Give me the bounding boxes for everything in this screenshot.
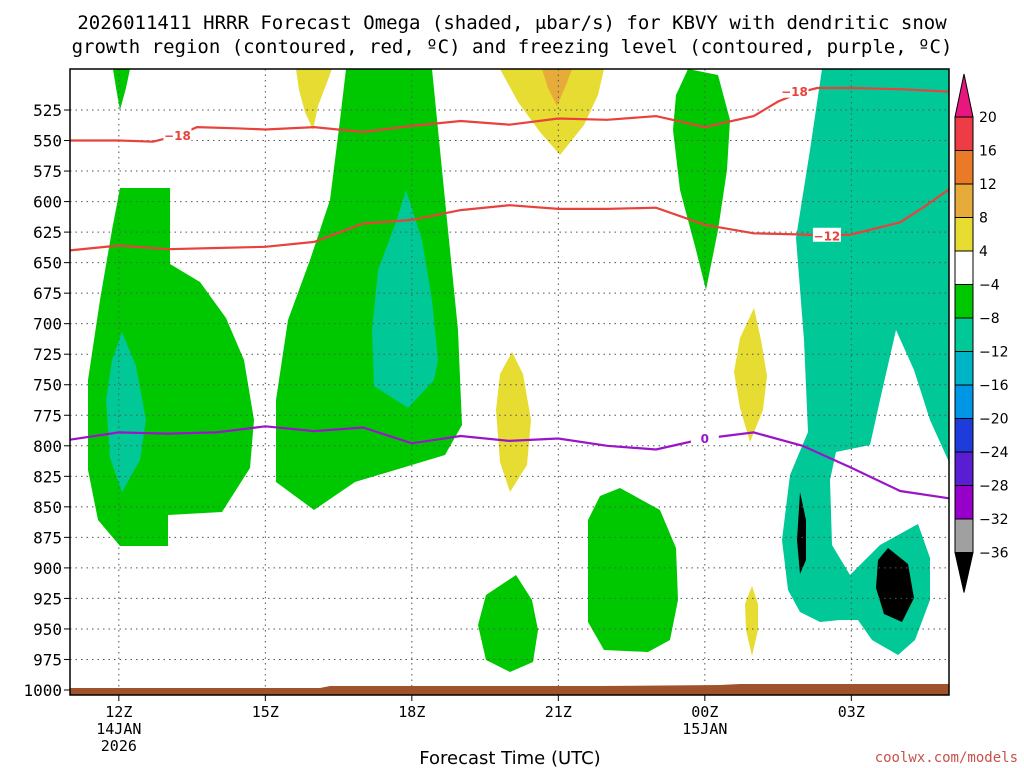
credit-text: coolwx.com/models [875, 750, 1018, 766]
colorbar: 20 16 12 8 4 −4 −8 −12 −16 −20 −24 −28 −32 −36 [954, 73, 1009, 593]
omega-region-positive-4 [496, 352, 531, 492]
omega-region-negative-12 [834, 69, 949, 390]
freezing-level-contour [69, 425, 950, 500]
omega-region-negative-14 [797, 492, 806, 574]
omega-region-negative-6 [407, 314, 413, 342]
colorbar-segment [954, 418, 974, 453]
colorbar-segment [954, 317, 974, 352]
x-tick-label: 00Z [691, 703, 718, 721]
y-tick-label: 625 [33, 223, 62, 242]
y-tick-label: 900 [33, 559, 62, 578]
y-tick-label: 925 [33, 589, 62, 608]
colorbar-tick-label: 20 [979, 110, 997, 126]
colorbar-segment [954, 183, 974, 218]
colorbar-tick-label: −8 [979, 311, 1000, 327]
dgz-contour-1-label2-bg [780, 83, 809, 98]
colorbar-tick-label: −36 [979, 546, 1009, 562]
y-tick-label: 1000 [23, 681, 62, 700]
x-tick-label: 15JAN [682, 720, 727, 738]
y-tick-label: 750 [33, 376, 62, 395]
y-tick-label: 525 [33, 101, 62, 120]
ground-surface [70, 684, 949, 695]
y-tick-label: 575 [33, 162, 62, 181]
y-tick-label: 950 [33, 620, 62, 639]
omega-region-negative-3 [106, 332, 146, 492]
y-tick-label: 875 [33, 528, 62, 547]
colorbar-segment [954, 116, 974, 151]
x-tick-label: 15Z [252, 703, 279, 721]
y-tick-label: 850 [33, 498, 62, 517]
omega-region-negative-7 [306, 390, 324, 452]
colorbar-tick-label: −16 [979, 378, 1009, 394]
colorbar-segment [954, 150, 974, 185]
x-tick-label: 18Z [398, 703, 425, 721]
dgz-contour-2-label-bg [812, 227, 841, 242]
x-axis-title: Forecast Time (UTC) [419, 748, 600, 768]
y-tick-label: 725 [33, 345, 62, 364]
colorbar-tick-label: 8 [979, 211, 988, 227]
y-tick-label: 775 [33, 406, 62, 425]
dgz-contour-1-label: −18 [164, 129, 191, 143]
colorbar-segment [954, 217, 974, 252]
dgz-contour-2-label: −12 [814, 229, 841, 243]
omega-region-positive-2 [500, 69, 604, 155]
colorbar-segment [954, 351, 974, 386]
x-tick-label: 2026 [101, 737, 137, 755]
colorbar-tick-label: −24 [979, 445, 1009, 461]
dgz-contour-1-label2: −18 [781, 85, 808, 99]
colorbar-tick-label: 12 [979, 177, 997, 193]
y-tick-label: 800 [33, 437, 62, 456]
omega-region-positive-5 [734, 308, 767, 442]
freezing-level-contour-label-bg [690, 430, 719, 445]
x-tick-label: 12Z [105, 703, 132, 721]
y-tick-label: 700 [33, 315, 62, 334]
omega-region-negative-5 [372, 190, 438, 408]
chart-title-line2: growth region (contoured, red, ºC) and f… [72, 36, 953, 58]
omega-region-negative-13 [876, 548, 914, 622]
colorbar-bottom-arrow [954, 552, 974, 593]
colorbar-tick-label: −28 [979, 479, 1009, 495]
y-tick-label: 825 [33, 467, 62, 486]
colorbar-segment [954, 485, 974, 520]
colorbar-segment [954, 250, 974, 285]
colorbar-segment [954, 451, 974, 486]
x-tick-label: 14JAN [96, 720, 141, 738]
colorbar-tick-label: 16 [979, 144, 997, 160]
dgz-contour-2 [69, 188, 950, 252]
contour-lines: −18 −18 −12 0 [69, 83, 950, 500]
plot-frame [69, 68, 950, 696]
colorbar-top-arrow [954, 73, 974, 118]
y-tick-label: 550 [33, 132, 62, 151]
colorbar-tick-label: 4 [979, 244, 988, 260]
y-tick-label: 975 [33, 650, 62, 669]
freezing-level-contour-label: 0 [701, 432, 709, 446]
plot-area: −18 −18 −12 0 [69, 68, 950, 696]
omega-region-positive-1 [296, 69, 332, 130]
colorbar-tick-label: −12 [979, 345, 1009, 361]
chart-title-line1: 2026011411 HRRR Forecast Omega (shaded, … [77, 12, 947, 34]
dgz-contour-1-label-bg [163, 127, 192, 142]
colorbar-tick-label: −20 [979, 412, 1009, 428]
colorbar-tick-label: −32 [979, 512, 1009, 528]
colorbar-segment [954, 284, 974, 319]
omega-region-negative-8 [478, 575, 538, 672]
colorbar-segment [954, 518, 974, 553]
y-tick-label: 675 [33, 284, 62, 303]
x-tick-label: 03Z [838, 703, 865, 721]
x-tick-label: 21Z [545, 703, 572, 721]
omega-region-positive-3 [542, 69, 572, 106]
y-tick-label: 650 [33, 254, 62, 273]
colorbar-segment [954, 384, 974, 419]
colorbar-tick-label: −4 [979, 278, 1000, 294]
omega-region-negative-9 [588, 488, 678, 652]
omega-region-negative-1 [113, 69, 130, 110]
omega-region-positive-6 [745, 586, 758, 656]
y-tick-label: 600 [33, 193, 62, 212]
y-axis-pressure: 525 550 575 600 625 650 675 700 725 750 775 800 825 8… [23, 101, 70, 700]
